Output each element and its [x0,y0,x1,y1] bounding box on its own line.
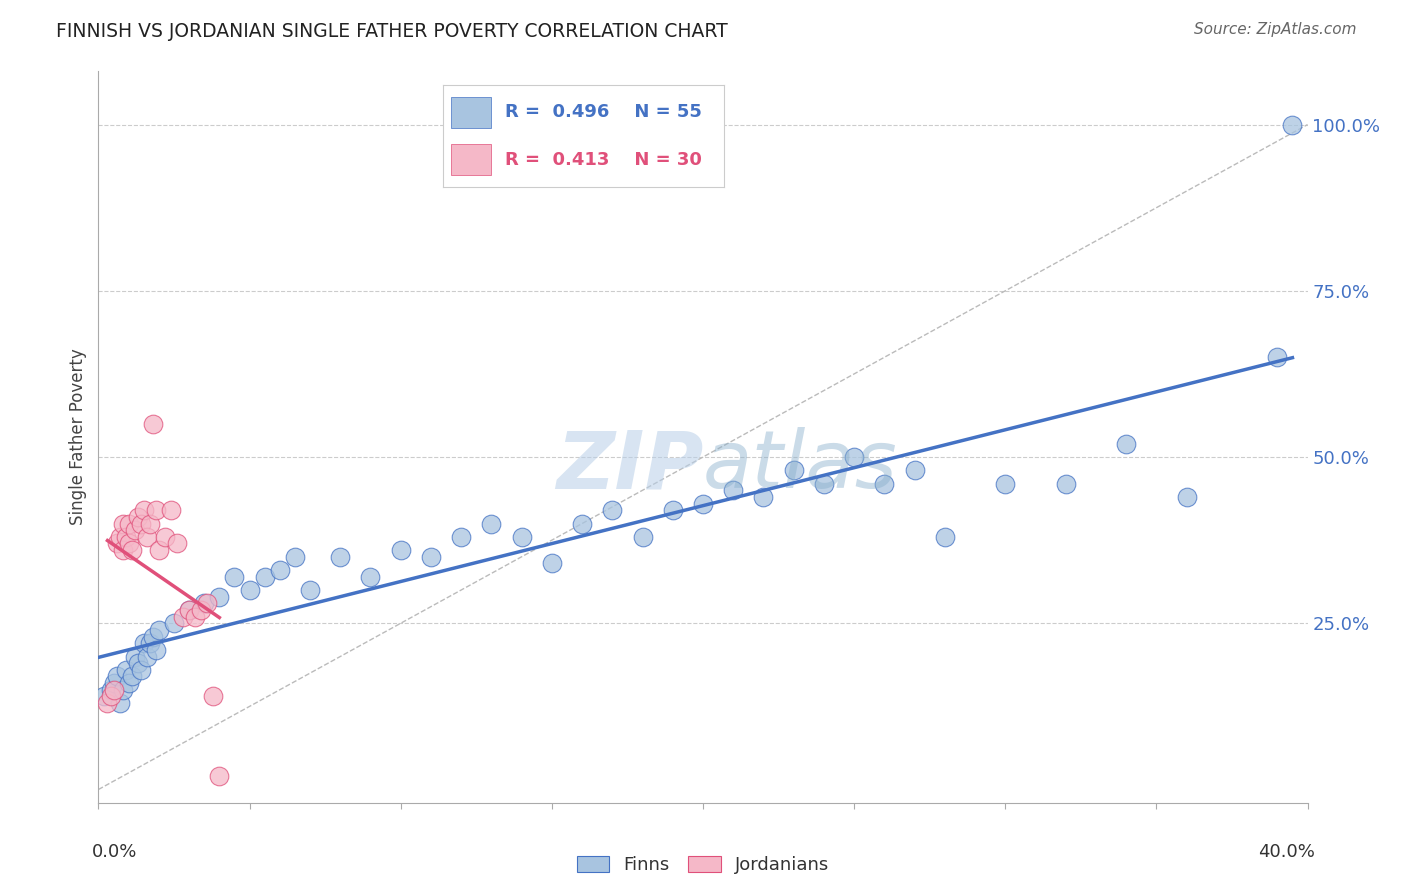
Point [540,557,562,571]
Point [135,649,157,664]
Y-axis label: Single Father Poverty: Single Father Poverty [69,349,87,525]
Text: R =  0.413    N = 30: R = 0.413 N = 30 [505,151,702,169]
Point [1054,476,1077,491]
Point [202,690,225,704]
Point [172,609,194,624]
Point [752,490,775,504]
Point [111,682,134,697]
FancyBboxPatch shape [451,97,491,128]
Point [142,417,165,431]
Point [139,516,162,531]
Text: R =  0.496    N = 55: R = 0.496 N = 55 [505,103,702,121]
Point [389,543,412,558]
Point [145,503,167,517]
Point [195,596,218,610]
Text: atlas: atlas [703,427,898,506]
Point [571,516,593,531]
Point [114,530,136,544]
Point [184,609,207,624]
Point [166,536,188,550]
Point [124,649,146,664]
Point [360,570,382,584]
Text: 0.0%: 0.0% [91,843,136,861]
Point [481,516,503,531]
Point [127,656,149,670]
Point [100,690,122,704]
Point [873,476,896,491]
Point [1281,118,1303,132]
Point [510,530,533,544]
Point [904,463,927,477]
Point [602,503,624,517]
Point [692,497,714,511]
Point [190,603,212,617]
Point [253,570,276,584]
Point [934,530,956,544]
Point [450,530,472,544]
Point [145,643,167,657]
Point [160,503,183,517]
Point [118,536,141,550]
Point [121,543,143,558]
Point [129,663,152,677]
Point [111,516,134,531]
Point [103,676,125,690]
Point [723,483,745,498]
Legend: Finns, Jordanians: Finns, Jordanians [569,849,837,881]
Point [103,682,125,697]
Point [108,696,131,710]
Point [132,636,155,650]
Point [142,630,165,644]
Point [661,503,683,517]
Point [1115,436,1137,450]
Point [105,669,128,683]
Point [1175,490,1198,504]
Point [208,769,231,783]
Point [105,536,128,550]
Point [114,663,136,677]
Point [239,582,262,597]
Point [994,476,1017,491]
Point [193,596,215,610]
Point [129,516,152,531]
Point [100,682,122,697]
Point [118,676,141,690]
Text: ZIP: ZIP [555,427,703,506]
Point [139,636,162,650]
Point [148,543,170,558]
Point [163,616,186,631]
Point [299,582,322,597]
Point [153,530,176,544]
Point [420,549,443,564]
Point [135,530,157,544]
Point [783,463,806,477]
Text: FINNISH VS JORDANIAN SINGLE FATHER POVERTY CORRELATION CHART: FINNISH VS JORDANIAN SINGLE FATHER POVER… [56,22,728,41]
Point [132,503,155,517]
FancyBboxPatch shape [451,145,491,175]
Point [631,530,654,544]
Point [284,549,307,564]
Point [179,603,201,617]
Point [813,476,835,491]
Point [111,543,134,558]
Text: Source: ZipAtlas.com: Source: ZipAtlas.com [1194,22,1357,37]
Point [96,696,118,710]
Point [179,603,201,617]
Point [844,450,866,464]
Point [329,549,352,564]
Point [148,623,170,637]
Text: 40.0%: 40.0% [1258,843,1315,861]
Point [269,563,291,577]
Point [121,669,143,683]
Point [127,509,149,524]
Point [118,516,141,531]
Point [1267,351,1289,365]
Point [208,590,231,604]
Point [93,690,115,704]
Point [124,523,146,537]
Point [224,570,246,584]
Point [108,530,131,544]
